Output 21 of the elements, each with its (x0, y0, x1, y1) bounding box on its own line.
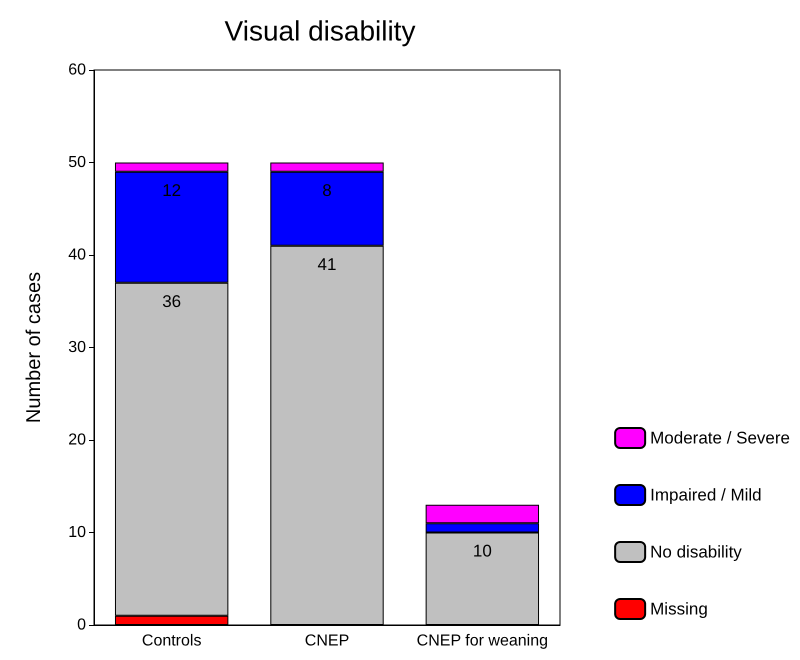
y-axis-title: Number of cases (23, 272, 45, 424)
y-tick-label: 30 (68, 339, 86, 356)
legend-label: No disability (650, 542, 742, 562)
legend-label: Impaired / Mild (650, 486, 762, 504)
y-tick-label: 20 (68, 432, 86, 448)
data-label: 8 (322, 180, 332, 200)
y-tick-label: 50 (68, 154, 86, 171)
data-label: 10 (472, 542, 492, 560)
y-tick-label: 40 (68, 246, 86, 264)
data-label: 36 (162, 292, 182, 311)
x-tick-label: CNEP (304, 632, 350, 650)
data-label: 41 (318, 254, 336, 274)
y-tick-label: 10 (68, 524, 86, 541)
data-label: 12 (162, 180, 182, 200)
x-tick-label: CNEP for weaning (416, 632, 548, 650)
legend-label: Missing (650, 600, 708, 618)
chart-title: Visual disability (224, 16, 416, 46)
legend-label: Moderate / Severe (650, 428, 790, 448)
x-tick-label: Controls (142, 632, 202, 650)
y-tick-label: 0 (77, 616, 86, 634)
y-tick-label: 60 (68, 62, 86, 78)
